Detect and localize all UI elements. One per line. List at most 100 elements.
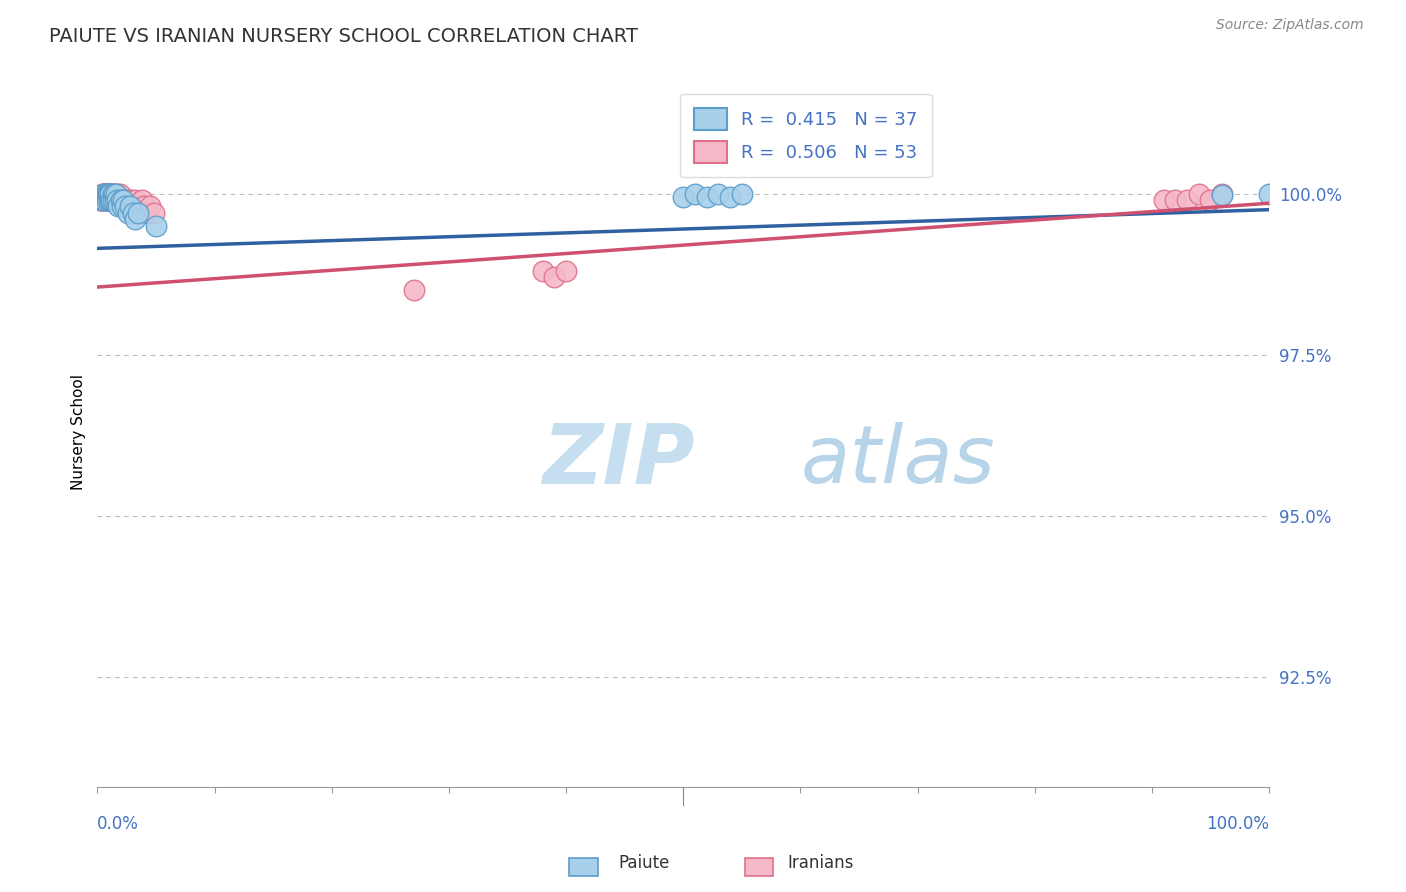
- Point: [91, 193, 114, 207]
- Point: [121, 199, 143, 213]
- Point: [107, 199, 129, 213]
- Point: [104, 186, 127, 201]
- Point: [97, 186, 120, 201]
- Point: [98, 193, 121, 207]
- Point: [718, 190, 741, 204]
- Point: [118, 193, 141, 207]
- Point: [111, 199, 134, 213]
- Point: [117, 206, 139, 220]
- Point: [707, 186, 730, 201]
- Point: [96, 186, 118, 201]
- Point: [98, 193, 121, 207]
- Point: [108, 186, 131, 201]
- Point: [100, 193, 122, 207]
- Point: [131, 193, 153, 207]
- Point: [100, 186, 122, 201]
- Point: [1188, 186, 1211, 201]
- Point: [101, 186, 124, 201]
- Point: [93, 186, 115, 201]
- Point: [98, 186, 121, 201]
- Point: [127, 206, 149, 220]
- Point: [1153, 193, 1175, 207]
- Point: [124, 193, 146, 207]
- Point: [110, 193, 132, 207]
- Point: [1199, 193, 1222, 207]
- Point: [1164, 193, 1187, 207]
- Point: [103, 193, 125, 207]
- Point: [105, 193, 128, 207]
- Point: [101, 186, 124, 201]
- Point: [98, 193, 121, 207]
- Point: [114, 193, 136, 207]
- Point: [127, 199, 149, 213]
- Point: [555, 264, 578, 278]
- Text: Iranians: Iranians: [787, 855, 853, 872]
- Text: ZIP: ZIP: [543, 420, 695, 501]
- Point: [120, 199, 142, 213]
- Point: [134, 199, 156, 213]
- Point: [97, 186, 120, 201]
- Point: [142, 206, 165, 220]
- Point: [1258, 186, 1281, 201]
- Point: [100, 193, 122, 207]
- Y-axis label: Nursery School: Nursery School: [72, 374, 86, 491]
- Point: [89, 193, 111, 207]
- Point: [683, 186, 706, 201]
- Point: [90, 193, 112, 207]
- Point: [112, 193, 135, 207]
- Point: [97, 193, 120, 207]
- Point: [98, 186, 121, 201]
- Point: [145, 219, 167, 233]
- Point: [672, 190, 695, 204]
- Point: [402, 283, 425, 297]
- Point: [1175, 193, 1198, 207]
- Point: [107, 193, 129, 207]
- Point: [105, 186, 128, 201]
- Point: [135, 206, 157, 220]
- Point: [91, 186, 114, 201]
- Point: [696, 190, 718, 204]
- Point: [121, 206, 143, 220]
- Point: [103, 186, 125, 201]
- Point: [91, 186, 114, 201]
- Point: [105, 193, 128, 207]
- Point: [1211, 186, 1233, 201]
- Point: [104, 193, 127, 207]
- Point: [94, 193, 117, 207]
- Point: [110, 193, 132, 207]
- Point: [105, 186, 128, 201]
- Point: [112, 193, 135, 207]
- Text: 0.0%: 0.0%: [97, 815, 139, 833]
- Point: [531, 264, 554, 278]
- Point: [90, 193, 112, 207]
- Point: [98, 186, 121, 201]
- Legend: R =  0.415   N = 37, R =  0.506   N = 53: R = 0.415 N = 37, R = 0.506 N = 53: [679, 94, 932, 178]
- Point: [96, 193, 118, 207]
- Text: 100.0%: 100.0%: [1206, 815, 1270, 833]
- Point: [120, 193, 142, 207]
- Point: [112, 199, 135, 213]
- Point: [101, 193, 124, 207]
- Text: PAIUTE VS IRANIAN NURSERY SCHOOL CORRELATION CHART: PAIUTE VS IRANIAN NURSERY SCHOOL CORRELA…: [49, 27, 638, 45]
- Point: [93, 193, 115, 207]
- Point: [124, 212, 146, 227]
- Point: [96, 186, 118, 201]
- Point: [115, 199, 138, 213]
- Point: [94, 186, 117, 201]
- Text: atlas: atlas: [800, 422, 995, 500]
- Point: [91, 186, 114, 201]
- Point: [139, 199, 162, 213]
- Point: [543, 270, 565, 285]
- Point: [111, 193, 134, 207]
- Text: Paiute: Paiute: [619, 855, 671, 872]
- Point: [1211, 187, 1233, 202]
- Point: [114, 199, 136, 213]
- Point: [98, 193, 121, 207]
- Point: [91, 193, 114, 207]
- Point: [731, 186, 754, 201]
- Text: Source: ZipAtlas.com: Source: ZipAtlas.com: [1216, 18, 1364, 32]
- Point: [98, 186, 121, 201]
- Point: [96, 193, 118, 207]
- Point: [101, 193, 124, 207]
- Point: [94, 186, 117, 201]
